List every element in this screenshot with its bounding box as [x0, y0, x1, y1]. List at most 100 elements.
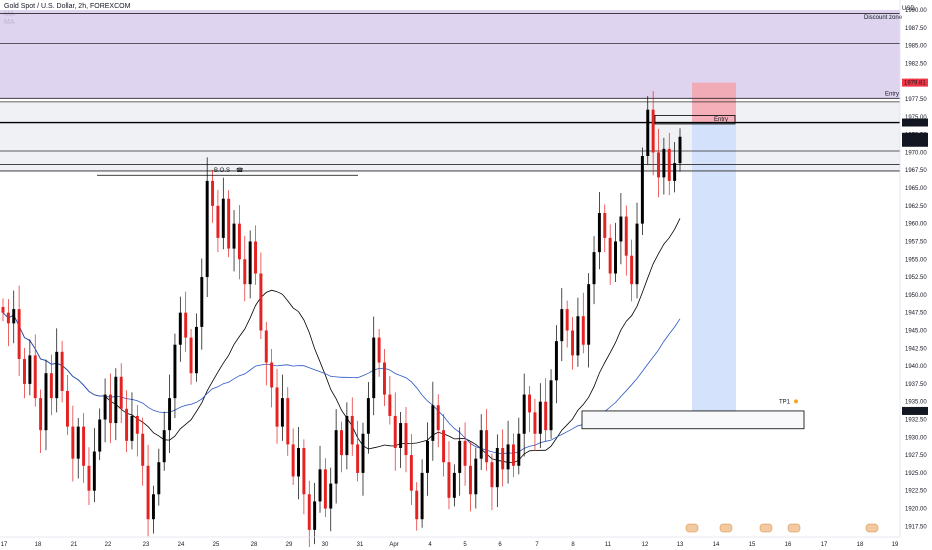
candle-body [345, 415, 349, 456]
candle-body [538, 401, 542, 434]
candle-body [619, 216, 623, 242]
candle-body [640, 155, 644, 224]
x-tick-label: 31 [357, 542, 364, 548]
current-price-badge-bg [902, 132, 928, 147]
candle-body [286, 398, 290, 445]
y-tick-label: 1952.50 [905, 275, 927, 281]
candle-body [372, 337, 376, 399]
candle-body [302, 447, 306, 495]
bos-label: B.O.S [214, 168, 230, 174]
entry-label-box: Entry [714, 117, 728, 123]
candle-body [211, 180, 215, 206]
tp-price-badge: 1933.72 [904, 409, 926, 415]
candle-body [565, 309, 569, 331]
candle-body [178, 312, 182, 345]
candle-body [517, 433, 521, 466]
candle-body [221, 198, 225, 238]
candle-body [608, 237, 612, 274]
tp1-label: TP1 [779, 399, 791, 405]
candle-body [442, 430, 446, 463]
economic-event-icon[interactable] [759, 523, 773, 533]
candle-body [264, 330, 268, 363]
y-tick-label: 1935.00 [905, 400, 927, 406]
candle-body [474, 458, 478, 495]
candle-body [200, 277, 204, 327]
candle-body [119, 376, 123, 409]
candle-body [673, 163, 677, 181]
chart-title: Gold Spot / U.S. Dollar, 2h, FOREXCOM [4, 3, 131, 10]
candle-body [23, 358, 26, 384]
candle-body [55, 351, 59, 399]
candle-body [533, 412, 537, 434]
candle-body [49, 373, 53, 399]
candle-body [581, 316, 585, 345]
y-tick-label: 1925.00 [905, 471, 927, 477]
candle-body [425, 440, 429, 473]
countdown-label: 01:06:35 [904, 141, 928, 147]
candle-body [592, 252, 596, 285]
y-tick-label: 1962.50 [905, 204, 927, 210]
candle-body [248, 241, 252, 285]
candle-body [635, 223, 639, 285]
candle-body [506, 444, 510, 470]
candle-body [323, 469, 327, 509]
economic-event-icon[interactable] [719, 523, 733, 533]
economic-event-icon[interactable] [787, 523, 801, 533]
candle-body [60, 351, 64, 392]
candle-body [205, 180, 209, 278]
x-tick-label: 17 [1, 542, 8, 548]
candle-body [458, 440, 462, 473]
candle-body [82, 426, 86, 466]
candle-body [334, 430, 338, 484]
candle-body [522, 394, 526, 434]
economic-event-icon[interactable] [685, 523, 699, 533]
candle-body [33, 355, 37, 399]
candle-body [39, 398, 43, 431]
candle-body [329, 483, 333, 509]
y-tick-label: 1955.00 [905, 257, 927, 263]
entry-label-right: Entry [885, 91, 899, 97]
x-tick-label: 22 [105, 542, 112, 548]
y-tick-label: 1930.00 [905, 435, 927, 441]
x-tick-label: 30 [322, 542, 329, 548]
y-tick-label: 1950.00 [905, 293, 927, 299]
candle-body [678, 136, 682, 164]
candle-body [490, 462, 494, 488]
candle-body [71, 426, 75, 459]
candle-body [528, 394, 532, 413]
x-tick-label: 8 [571, 542, 575, 548]
x-tick-label: 4 [428, 542, 432, 548]
entry-price-badge-bg [902, 118, 928, 127]
x-tick-label: 5 [463, 542, 467, 548]
candle-body [17, 309, 21, 359]
x-tick-label: 28 [251, 542, 258, 548]
candle-body [108, 394, 112, 424]
candle-body [404, 423, 408, 456]
candle-body [554, 341, 558, 381]
candle-body [76, 426, 80, 459]
x-tick-label: 16 [785, 542, 792, 548]
x-tick-label: 21 [71, 542, 78, 548]
y-tick-label: 1942.50 [905, 346, 927, 352]
candle-body [350, 415, 354, 445]
candle-body [227, 198, 231, 249]
candle-body [549, 380, 553, 431]
candle-body [98, 419, 102, 452]
candle-body [270, 362, 274, 388]
candle-body [657, 152, 660, 178]
x-tick-label: 23 [143, 542, 150, 548]
candle-body [189, 337, 193, 374]
candle-body [162, 430, 166, 463]
x-tick-label: 6 [498, 542, 502, 548]
candle-body [630, 255, 634, 285]
candle-body [114, 376, 118, 424]
candle-body [151, 494, 155, 520]
entry-box [654, 115, 736, 125]
candle-body [463, 440, 467, 466]
economic-event-icon[interactable] [865, 523, 879, 533]
candle-body [135, 415, 139, 434]
tp-price-badge-bg [902, 406, 928, 415]
candle-body [597, 212, 601, 253]
x-tick-label: 12 [642, 542, 649, 548]
